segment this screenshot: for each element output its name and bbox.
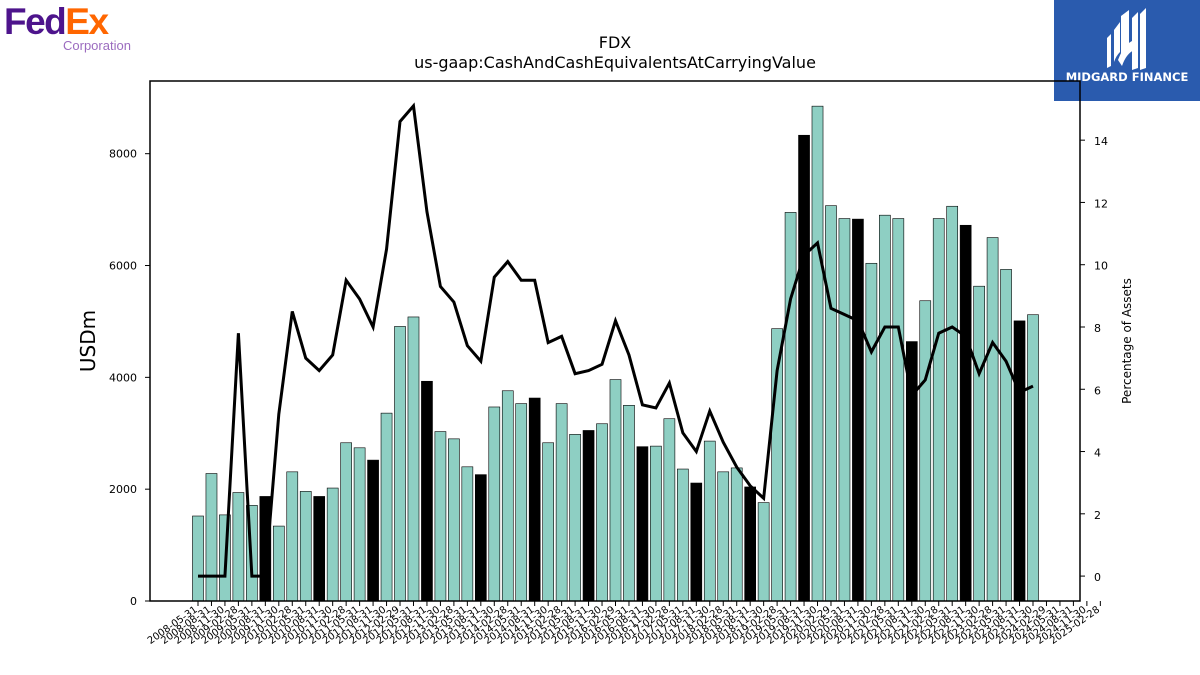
- bar: [313, 496, 326, 602]
- bar: [569, 434, 581, 602]
- bar: [394, 326, 406, 602]
- bar: [474, 474, 487, 602]
- y-tick-label: 4000: [109, 371, 137, 384]
- bar: [367, 459, 379, 602]
- chart-title: FDX: [599, 33, 632, 52]
- bar: [811, 105, 824, 602]
- bar: [932, 218, 945, 602]
- midgard-finance-logo: MIDGARD FINANCE: [1054, 0, 1200, 101]
- bar: [677, 468, 689, 602]
- bar: [488, 406, 501, 602]
- y-axis-label-left: USDm: [76, 310, 100, 372]
- y-axis-right: 0 2 4 6 8 10 12 14: [1080, 135, 1108, 584]
- bar: [744, 486, 756, 602]
- bar: [798, 134, 810, 602]
- bar: [838, 218, 851, 602]
- bar: [272, 525, 285, 602]
- bar: [1000, 269, 1012, 602]
- bar: [192, 515, 204, 602]
- x-axis: 2008-05-312008-08-312008-11-302009-02-28…: [146, 601, 1102, 647]
- bar: [1013, 320, 1026, 602]
- bar: [542, 442, 554, 602]
- bar: [609, 379, 622, 602]
- y-tick-label: 0: [130, 595, 137, 608]
- y-tick-label: 2000: [109, 483, 137, 496]
- bar: [434, 431, 447, 602]
- bar: [650, 445, 662, 602]
- y-axis-label-right: Percentage of Assets: [1120, 278, 1134, 404]
- y2-tick-label: 12: [1094, 197, 1108, 210]
- chart-subtitle: us-gaap:CashAndCashEquivalentsAtCarrying…: [414, 53, 816, 72]
- y2-tick-label: 4: [1094, 447, 1101, 460]
- percentage-of-assets-line: [198, 102, 1034, 578]
- bar: [407, 316, 420, 602]
- y2-tick-label: 14: [1094, 135, 1108, 148]
- bar: [784, 212, 797, 602]
- bar: [623, 404, 635, 602]
- bar: [232, 492, 245, 602]
- bar: [380, 412, 393, 602]
- bar: [717, 471, 730, 602]
- bar: [865, 262, 878, 602]
- bar: [986, 237, 999, 602]
- fedex-logo-fed: Fed: [4, 2, 65, 42]
- fedex-logo-corporation: Corporation: [63, 38, 131, 53]
- bar: [448, 438, 460, 602]
- fedex-logo: FedEx Corporation: [4, 1, 144, 58]
- bar: [1027, 314, 1039, 602]
- y2-tick-label: 2: [1094, 509, 1101, 522]
- bar: [879, 214, 891, 602]
- bar: [326, 487, 339, 602]
- bar: [528, 397, 541, 602]
- bar: [973, 285, 985, 602]
- fedex-logo-ex: Ex: [65, 2, 109, 42]
- y2-tick-label: 8: [1094, 322, 1101, 335]
- bar: [852, 218, 864, 602]
- bar: [757, 502, 770, 602]
- bar: [596, 423, 608, 602]
- bar: [892, 218, 905, 602]
- bar: [703, 440, 716, 602]
- bar-series: [192, 105, 1039, 602]
- bar: [421, 380, 433, 602]
- bar: [636, 446, 649, 602]
- bar: [286, 471, 299, 602]
- y2-tick-label: 0: [1094, 571, 1101, 584]
- bar: [555, 403, 568, 602]
- fedex-logo-mark: FedEx Corporation: [4, 1, 131, 53]
- y2-tick-label: 6: [1094, 384, 1101, 397]
- y-tick-label: 8000: [109, 148, 137, 161]
- midgard-finance-name: MIDGARD FINANCE: [1065, 70, 1189, 84]
- bar: [663, 418, 676, 602]
- midgard-emblem-icon: [1107, 8, 1146, 70]
- bar: [730, 467, 743, 602]
- bar: [825, 205, 837, 602]
- bar: [690, 482, 703, 602]
- bar: [461, 466, 474, 602]
- bar: [919, 300, 932, 602]
- bar: [353, 447, 366, 602]
- bar: [340, 442, 352, 602]
- bar: [959, 224, 972, 602]
- bar: [946, 205, 959, 602]
- y-axis-left: 0 2000 4000 6000 8000: [109, 148, 150, 608]
- bar: [205, 473, 218, 602]
- svg-text:FedEx: FedEx: [4, 2, 109, 42]
- y-tick-label: 6000: [109, 260, 137, 273]
- bar: [515, 403, 528, 602]
- bar: [501, 390, 514, 602]
- bar: [582, 430, 595, 602]
- bar: [299, 491, 312, 602]
- y2-tick-label: 10: [1094, 260, 1108, 273]
